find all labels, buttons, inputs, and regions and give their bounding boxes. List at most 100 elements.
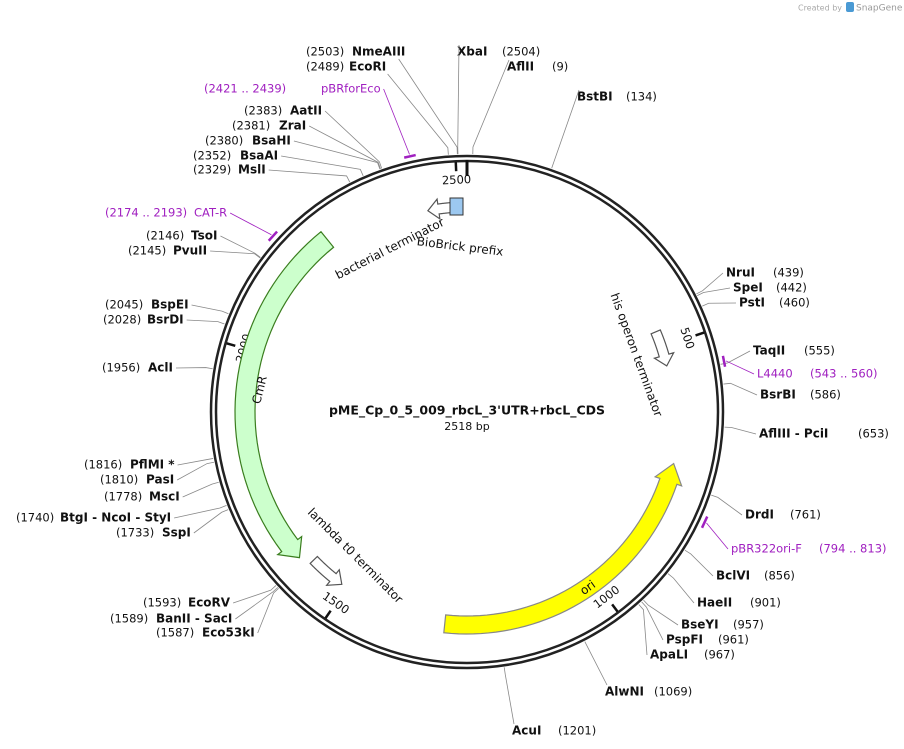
primer-range: (2421 .. 2439) [204, 82, 286, 96]
site-name: TaqII [753, 344, 785, 358]
site-position: (2145) [128, 244, 166, 258]
leader-line [324, 110, 383, 169]
ring-tick [324, 610, 332, 619]
leader-line [175, 367, 213, 370]
primer-mark [403, 153, 416, 159]
leader-line [293, 140, 381, 170]
site-position: (9) [552, 60, 568, 74]
site-name: EcoRI [349, 60, 386, 74]
site-name: BstBI [577, 90, 613, 104]
leader-line [724, 426, 757, 435]
logo [846, 2, 854, 12]
leader-line [641, 601, 664, 641]
site-name: NmeAIII [352, 45, 405, 59]
primer-range: (794 .. 813) [819, 542, 887, 556]
site-name: SspI [162, 526, 191, 540]
leader-line [383, 88, 410, 155]
primer-mark [267, 230, 278, 242]
site-name: HaeII [697, 596, 732, 610]
primer-name: L4440 [757, 367, 793, 381]
site-position: (967) [704, 648, 735, 662]
created-by: Created by [798, 4, 842, 13]
site-position: (653) [858, 427, 889, 441]
site-name: ZraI [279, 119, 306, 133]
leader-line [696, 272, 724, 295]
leader-line [232, 585, 277, 604]
site-position: (1810) [100, 473, 138, 487]
site-name: XbaI [457, 45, 487, 59]
site-name: TsoI [191, 229, 217, 243]
leader-line [210, 250, 261, 259]
site-name: PflMI * [130, 458, 175, 472]
terminator-arrow [309, 555, 343, 586]
site-name: BseYI [681, 618, 719, 632]
ring-tick-label: 500 [677, 326, 697, 351]
feature-label: lambda t0 terminator [305, 505, 406, 606]
site-name: BsrDI [147, 313, 184, 327]
leader-line [457, 44, 460, 155]
leader-line [193, 509, 229, 534]
leader-line [398, 58, 458, 155]
primer-range: (2174 .. 2193) [105, 206, 187, 220]
leader-line [268, 169, 351, 183]
map-name: pME_Cp_0_5_009_rbcL_3'UTR+rbcL_CDS [329, 403, 605, 419]
leader-line [706, 522, 729, 550]
site-position: (586) [810, 388, 841, 402]
site-position: (2028) [103, 313, 141, 327]
site-name: BsaAI [240, 149, 278, 163]
site-name: BsaHI [252, 134, 291, 148]
site-position: (856) [764, 569, 795, 583]
site-position: (2383) [244, 104, 282, 118]
cmr-arrow [234, 230, 335, 559]
site-position: (1778) [104, 490, 142, 504]
site-position: (2146) [146, 229, 184, 243]
site-position: (1593) [143, 596, 181, 610]
site-name: PasI [146, 473, 174, 487]
site-name: BtgI - NcoI - StyI [60, 511, 171, 525]
site-name: MslI [238, 163, 266, 177]
site-name: NruI [726, 266, 755, 280]
site-position: (2503) [306, 45, 344, 59]
site-position: (1069) [654, 685, 692, 699]
primer-name: pBR322ori-F [731, 542, 802, 556]
primer-mark [700, 516, 709, 529]
site-name: BsrBI [760, 388, 796, 402]
site-name: AlwNI [605, 685, 644, 699]
leader-line [684, 549, 714, 577]
site-position: (2489) [306, 60, 344, 74]
site-position: (1816) [84, 458, 122, 472]
leader-line [723, 382, 758, 396]
leader-line [174, 505, 227, 519]
site-position: (1733) [116, 526, 154, 540]
site-position: (555) [804, 344, 835, 358]
site-position: (460) [779, 296, 810, 310]
site-position: (1589) [110, 612, 148, 626]
leader-line [387, 73, 449, 155]
leader-line [584, 641, 608, 686]
leader-line [229, 212, 272, 236]
leader-line [711, 494, 743, 516]
leader-line [186, 319, 225, 325]
leader-line [472, 59, 510, 155]
primer-range: (543 .. 560) [810, 367, 878, 381]
leader-line [667, 573, 695, 604]
site-position: (1740) [16, 511, 54, 525]
site-name: AatII [290, 104, 322, 118]
site-name: BclVI [716, 569, 750, 583]
site-position: (901) [750, 596, 781, 610]
ring-tick-label: 1500 [320, 589, 352, 617]
leader-line [702, 302, 737, 307]
site-name: EcoRV [188, 596, 231, 610]
site-position: (2381) [232, 119, 270, 133]
ring-tick [695, 331, 705, 337]
primer-mark [721, 355, 727, 368]
site-name: BspEI [151, 298, 189, 312]
leader-line [309, 125, 381, 170]
site-position: (1201) [558, 724, 596, 738]
site-name: ApaLI [650, 648, 688, 662]
feature-label: his operon terminator [608, 291, 666, 419]
site-position: (2352) [193, 149, 231, 163]
leader-line [257, 588, 279, 634]
ori-arrow [443, 462, 683, 635]
